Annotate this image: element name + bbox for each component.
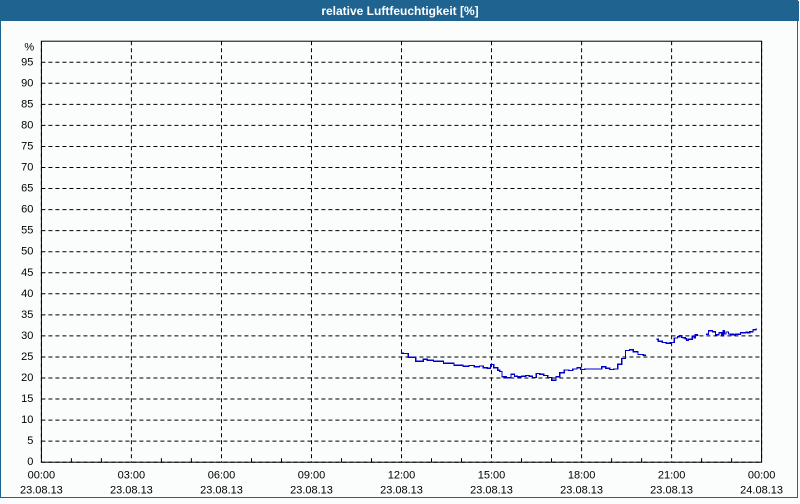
svg-text:55: 55 — [21, 225, 33, 237]
svg-text:23.08.13: 23.08.13 — [380, 485, 423, 497]
svg-text:09:00: 09:00 — [298, 470, 326, 482]
svg-text:0: 0 — [27, 456, 33, 468]
svg-text:03:00: 03:00 — [118, 470, 146, 482]
svg-text:23.08.13: 23.08.13 — [110, 485, 153, 497]
svg-text:23.08.13: 23.08.13 — [290, 485, 333, 497]
svg-text:40: 40 — [21, 288, 33, 300]
svg-text:23.08.13: 23.08.13 — [560, 485, 603, 497]
svg-text:15:00: 15:00 — [478, 470, 506, 482]
svg-text:30: 30 — [21, 330, 33, 342]
svg-text:70: 70 — [21, 162, 33, 174]
svg-text:65: 65 — [21, 183, 33, 195]
svg-text:95: 95 — [21, 56, 33, 68]
svg-text:23.08.13: 23.08.13 — [200, 485, 243, 497]
svg-text:5: 5 — [27, 435, 33, 447]
svg-text:45: 45 — [21, 267, 33, 279]
svg-text:15: 15 — [21, 393, 33, 405]
svg-text:18:00: 18:00 — [568, 470, 596, 482]
svg-text:23.08.13: 23.08.13 — [20, 485, 63, 497]
svg-text:25: 25 — [21, 351, 33, 363]
svg-text:%: % — [24, 42, 34, 54]
svg-text:90: 90 — [21, 77, 33, 89]
svg-text:75: 75 — [21, 140, 33, 152]
svg-text:06:00: 06:00 — [208, 470, 236, 482]
svg-text:20: 20 — [21, 372, 33, 384]
svg-text:00:00: 00:00 — [748, 470, 776, 482]
svg-text:35: 35 — [21, 309, 33, 321]
svg-text:21:00: 21:00 — [658, 470, 686, 482]
svg-text:85: 85 — [21, 98, 33, 110]
svg-text:24.08.13: 24.08.13 — [740, 485, 783, 497]
svg-text:23.08.13: 23.08.13 — [650, 485, 693, 497]
svg-text:10: 10 — [21, 414, 33, 426]
svg-text:80: 80 — [21, 119, 33, 131]
svg-text:12:00: 12:00 — [388, 470, 416, 482]
svg-text:23.08.13: 23.08.13 — [470, 485, 513, 497]
svg-text:50: 50 — [21, 246, 33, 258]
svg-text:00:00: 00:00 — [28, 470, 56, 482]
svg-text:60: 60 — [21, 204, 33, 216]
